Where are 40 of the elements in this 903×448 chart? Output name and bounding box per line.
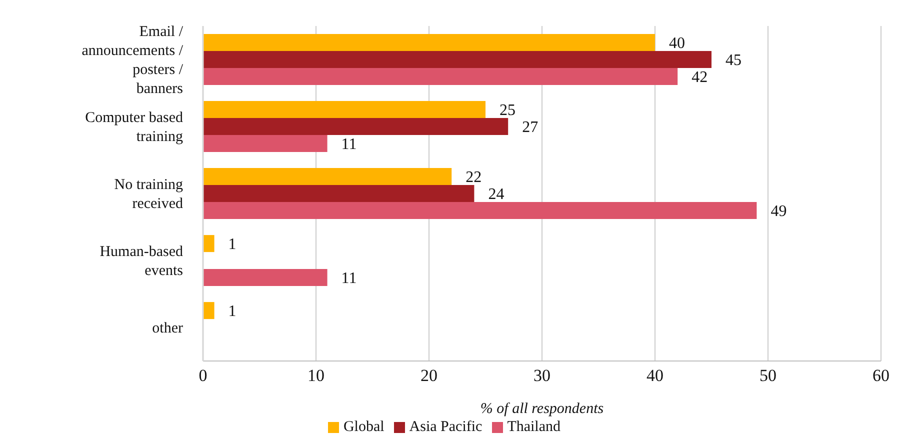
y-tick-label: Human-based events — [100, 244, 184, 279]
data-label: 24 — [488, 186, 504, 204]
data-label: 25 — [500, 102, 516, 120]
bar — [203, 34, 655, 52]
data-label: 22 — [466, 169, 482, 186]
bar — [203, 118, 508, 136]
bar — [203, 68, 678, 86]
bar — [203, 185, 474, 202]
y-tick-label: Email / announcements / posters / banners — [82, 24, 184, 97]
bar — [203, 135, 328, 152]
legend-label: Global — [343, 419, 384, 435]
y-tick-label: Computer based training — [85, 110, 184, 145]
x-tick-label: 50 — [760, 366, 776, 386]
bar — [203, 168, 452, 186]
bar — [203, 101, 486, 118]
bar — [203, 269, 328, 286]
data-label: 27 — [522, 119, 538, 136]
x-tick-label: 30 — [534, 366, 550, 386]
x-tick-label: 40 — [646, 366, 664, 386]
bar — [203, 302, 214, 320]
bar — [203, 235, 214, 252]
y-tick-label: other — [152, 320, 183, 336]
data-label: 11 — [341, 270, 357, 288]
data-label: 1 — [228, 303, 236, 320]
bar — [203, 51, 712, 68]
x-tick-label: 20 — [420, 366, 438, 386]
y-tick-label: No training received — [114, 177, 184, 212]
bar — [203, 202, 757, 220]
x-tick-label: 0 — [198, 366, 208, 386]
data-label: 40 — [669, 35, 685, 52]
data-label: 45 — [726, 52, 742, 70]
legend-label: Asia Pacific — [409, 419, 482, 435]
x-axis-title: % of all respondents — [480, 401, 604, 417]
data-label: 42 — [692, 69, 708, 86]
data-label: 11 — [341, 136, 357, 154]
x-tick-label: 10 — [308, 366, 324, 386]
legend-label: Thailand — [507, 419, 561, 435]
x-tick-label: 60 — [872, 366, 890, 386]
data-label: 49 — [770, 203, 787, 220]
data-label: 1 — [228, 236, 236, 254]
